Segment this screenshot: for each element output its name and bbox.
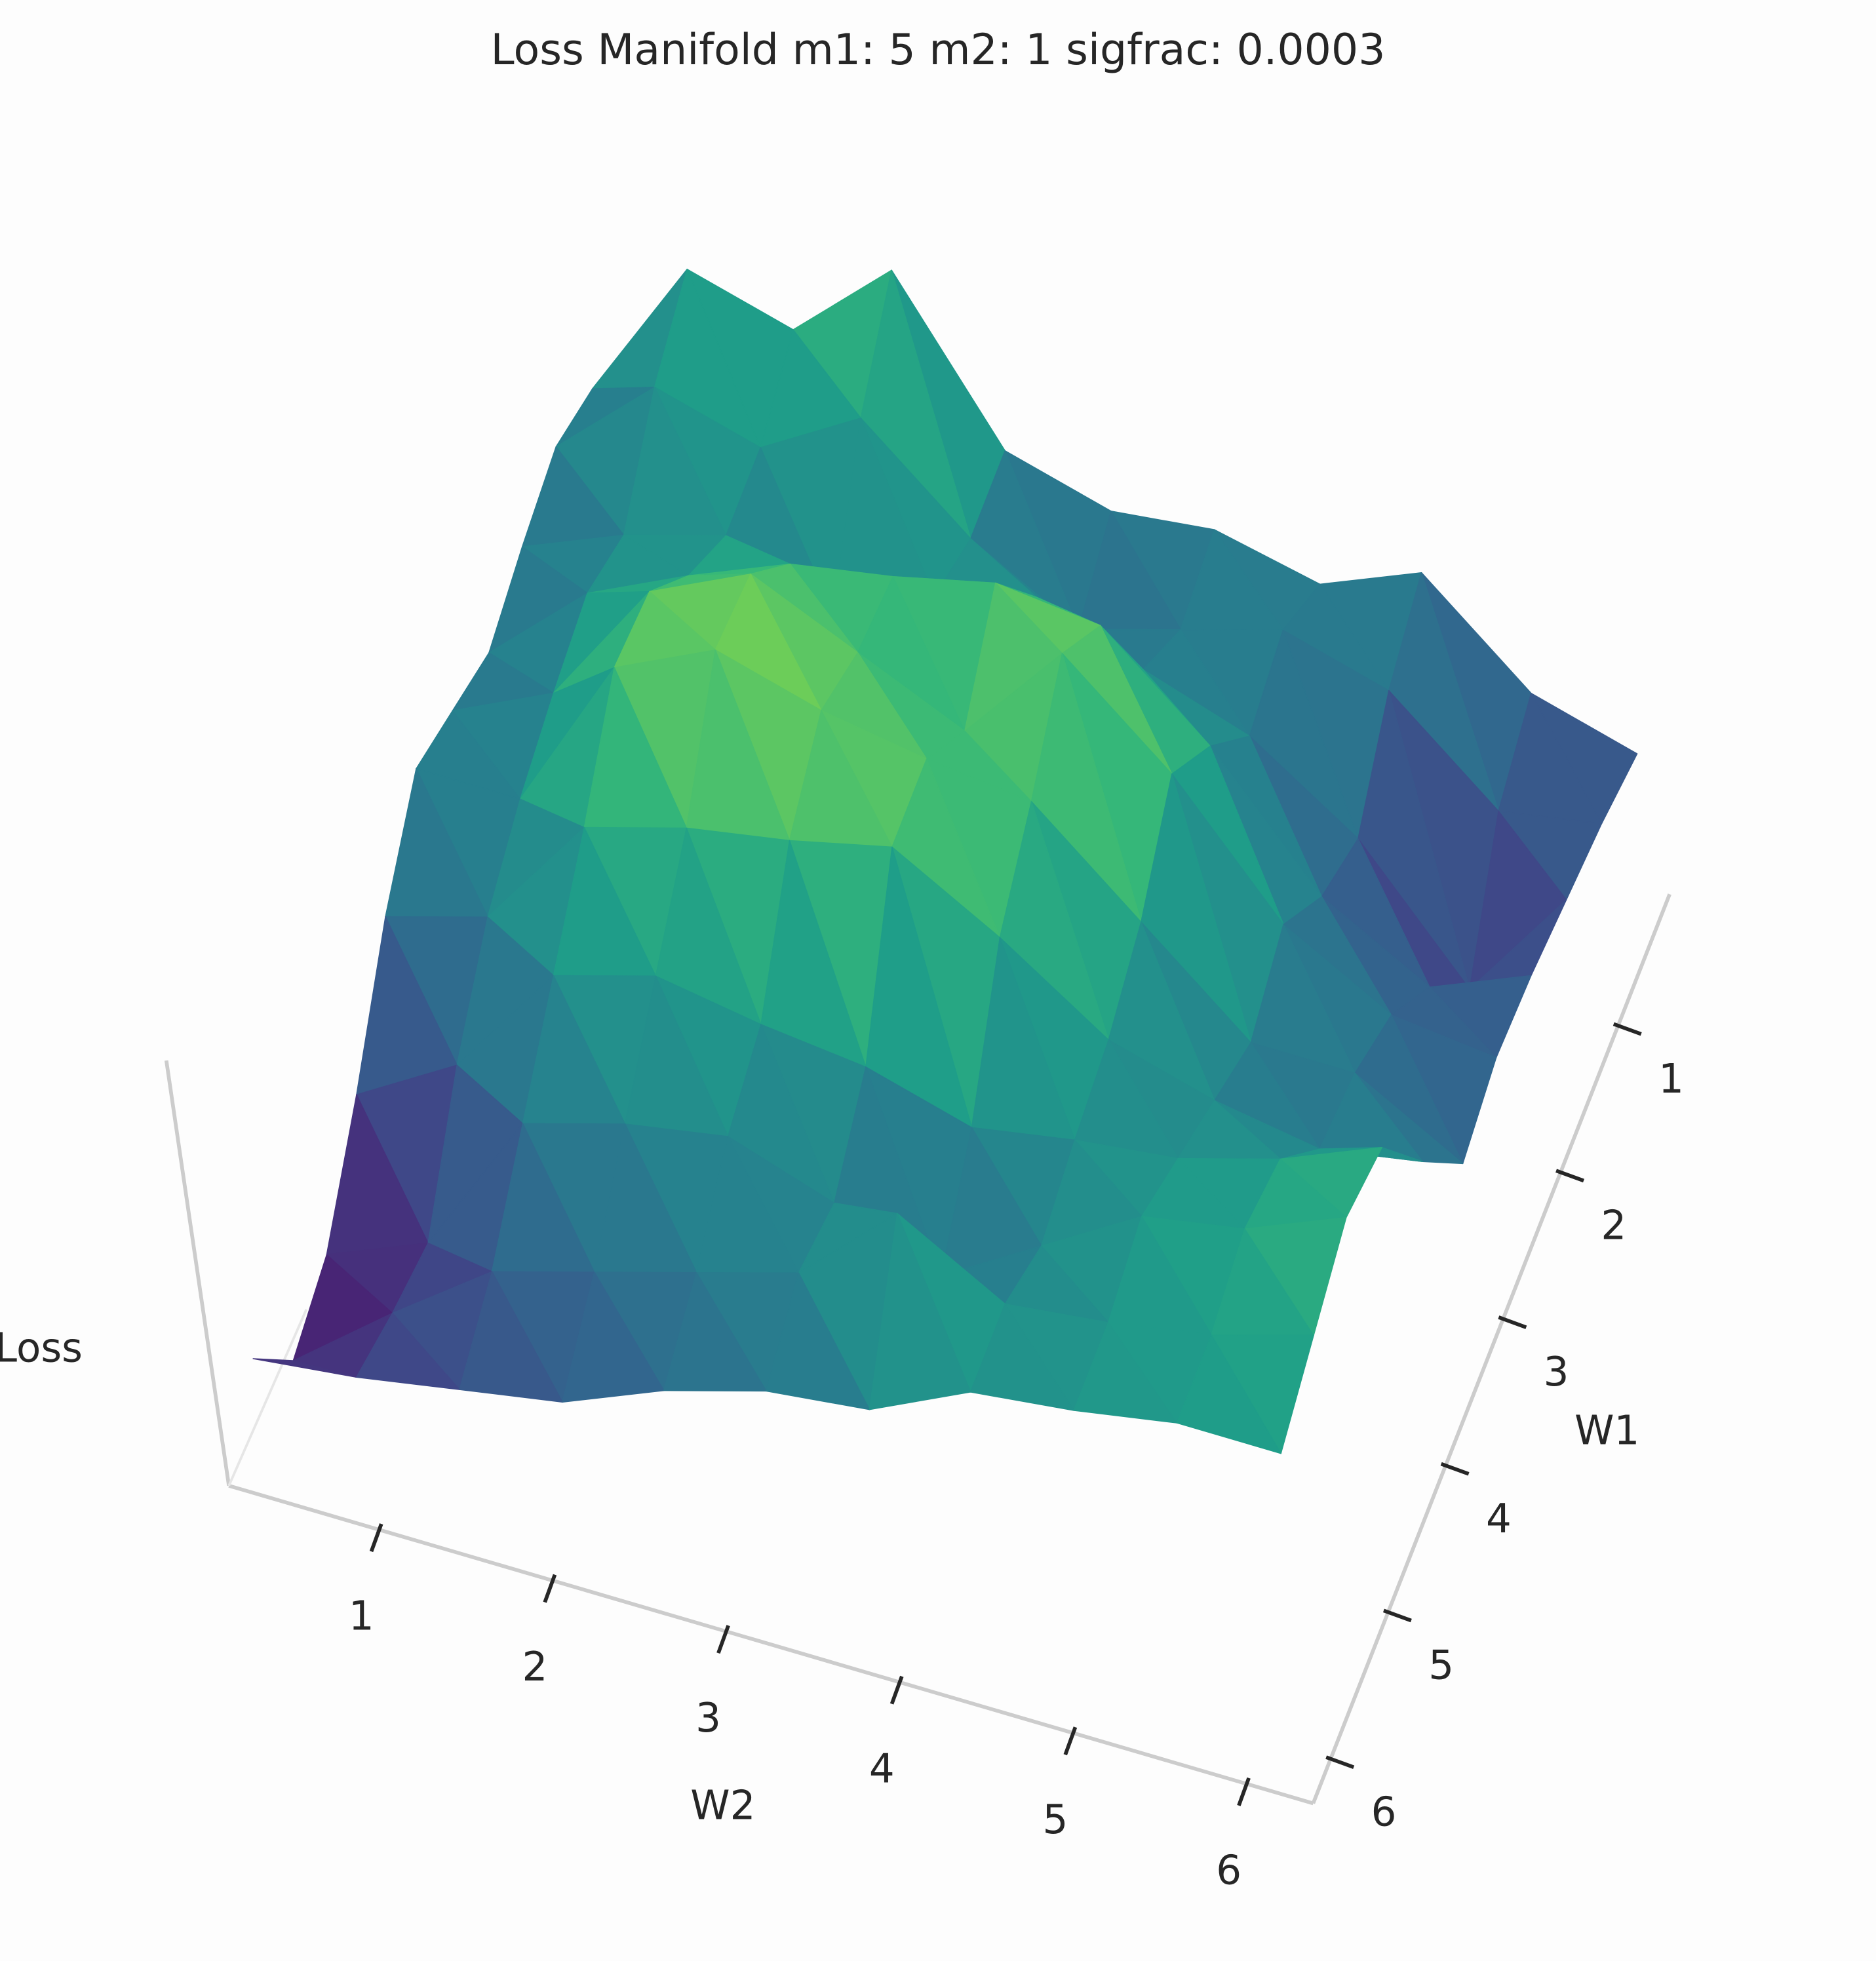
surface-facet — [1073, 1322, 1178, 1424]
surface — [252, 268, 1638, 1454]
x-tick-label: 3 — [695, 1695, 721, 1741]
y-tick-label: 4 — [1486, 1496, 1512, 1542]
x-tick — [716, 1625, 730, 1654]
x-tick-label: 2 — [522, 1644, 547, 1690]
y-tick — [1440, 1462, 1470, 1476]
surface-facet — [1176, 1334, 1281, 1454]
x-tick — [369, 1523, 383, 1553]
x-tick-label: 5 — [1043, 1796, 1068, 1843]
z-axis-line — [164, 1060, 231, 1486]
y-tick — [1498, 1315, 1527, 1329]
surface-facet — [969, 1303, 1075, 1411]
surface-facet — [562, 1272, 665, 1403]
y-tick — [1325, 1755, 1355, 1770]
y-axis-label: W1 — [1574, 1407, 1639, 1454]
surface-facet — [356, 1312, 460, 1390]
y-tick-label: 2 — [1601, 1203, 1626, 1249]
y-tick-label: 1 — [1658, 1056, 1684, 1102]
x-tick — [889, 1675, 904, 1705]
y-tick — [1382, 1608, 1412, 1623]
y-tick-label: 5 — [1428, 1642, 1454, 1689]
y-tick-label: 6 — [1371, 1789, 1397, 1835]
x-tick — [1237, 1777, 1251, 1806]
x-tick-label: 1 — [349, 1593, 374, 1640]
surface-facet — [766, 1272, 870, 1410]
y-tick-label: 3 — [1544, 1349, 1569, 1395]
y-tick — [1555, 1169, 1584, 1183]
surface-facet — [459, 1271, 563, 1403]
x-tick — [1063, 1726, 1078, 1756]
pane-edge — [227, 1309, 308, 1486]
x-axis-label: W2 — [690, 1783, 755, 1829]
surface-facet — [869, 1213, 971, 1410]
x-tick-label: 6 — [1216, 1847, 1241, 1893]
y-tick — [1612, 1022, 1642, 1036]
chart-title: Loss Manifold m1: 5 m2: 1 sigfrac: 0.000… — [491, 26, 1386, 75]
x-axis-line — [228, 1484, 1314, 1806]
surface-facet — [252, 1358, 357, 1378]
x-tick-label: 4 — [869, 1745, 895, 1792]
y-axis-line — [1311, 893, 1671, 1804]
surface-facet — [663, 1272, 767, 1392]
z-axis-label: Loss — [0, 1325, 83, 1371]
x-tick — [543, 1574, 557, 1603]
